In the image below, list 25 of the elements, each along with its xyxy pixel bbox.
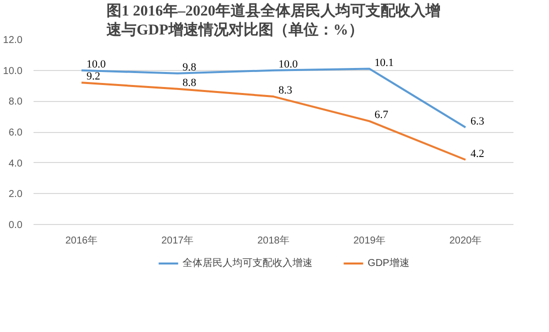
data-label: 10.1 <box>374 56 394 69</box>
chart-title: 图1 2016年–2020年道县全体居民人均可支配收入增速与GDP增速情况对比图（单位：%） <box>106 2 440 38</box>
x-tick-label: 2019年 <box>353 234 386 246</box>
y-tick-label: 6.0 <box>8 128 23 138</box>
data-label: 9.8 <box>182 61 197 74</box>
y-tick-label: 8.0 <box>8 96 23 108</box>
data-label: 4.2 <box>470 148 484 160</box>
y-tick-label: 0.0 <box>8 220 23 231</box>
data-label: 10.0 <box>278 58 298 70</box>
y-tick-label: 10.0 <box>3 66 23 77</box>
data-label: 10.0 <box>86 58 106 70</box>
x-tick-label: 2018年 <box>257 234 290 246</box>
data-label: 8.3 <box>278 84 293 97</box>
data-label: 6.7 <box>374 109 389 122</box>
data-label: 9.2 <box>86 70 100 83</box>
x-tick-label: 2020年 <box>449 234 482 246</box>
y-tick-label: 2.0 <box>8 189 23 200</box>
legend-label: GDP增速 <box>368 256 410 270</box>
y-tick-label: 12.0 <box>3 35 23 46</box>
legend-label: 全体居民人均可支配收入增速 <box>182 256 313 270</box>
y-tick-label: 4.0 <box>8 158 23 170</box>
x-tick-label: 2017年 <box>161 234 194 246</box>
x-tick-label: 2016年 <box>65 234 98 246</box>
data-label: 8.8 <box>182 76 197 89</box>
data-label: 6.3 <box>470 115 485 128</box>
